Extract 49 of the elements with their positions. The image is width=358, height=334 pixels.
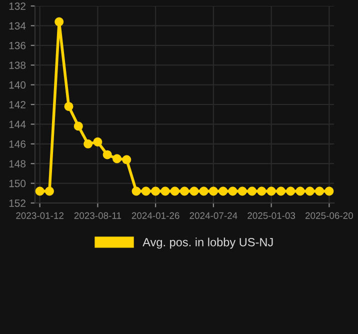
point <box>112 154 122 164</box>
y-tick-label: 140 <box>9 81 26 89</box>
point <box>199 186 208 196</box>
point <box>257 186 266 196</box>
y-tick-label: 142 <box>9 101 26 108</box>
x-tick-label: 2024-01-26 <box>132 212 180 219</box>
y-tick-label: 138 <box>9 62 26 69</box>
point <box>122 155 132 164</box>
point <box>160 186 170 196</box>
point <box>132 186 141 196</box>
point <box>208 186 218 196</box>
x-tick-label: 2025-01-03 <box>248 212 296 219</box>
point <box>324 186 334 196</box>
y-tick-label: 148 <box>9 160 26 168</box>
point <box>84 139 93 148</box>
point <box>305 186 314 196</box>
point <box>286 186 296 196</box>
point <box>315 186 324 196</box>
y-tick-label: 136 <box>9 42 26 50</box>
y-tick-label: 150 <box>9 180 26 188</box>
point <box>276 186 286 196</box>
x-tick-label: 2023-01-12 <box>16 212 64 219</box>
point <box>180 186 190 196</box>
y-tick-label: 134 <box>9 22 26 30</box>
point <box>170 186 180 196</box>
point <box>296 186 305 196</box>
point <box>151 186 160 196</box>
point <box>190 186 199 196</box>
point <box>238 186 247 196</box>
point <box>248 186 257 196</box>
point <box>266 186 276 196</box>
point <box>74 122 83 131</box>
y-tick-label: 132 <box>9 2 26 10</box>
legend-label: Avg. pos. in lobby US-NJ <box>142 238 273 249</box>
point <box>218 186 228 196</box>
point <box>54 17 64 26</box>
x-tick-label: 2025-06-20 <box>306 212 353 219</box>
point <box>93 137 102 146</box>
point <box>102 150 112 160</box>
x-tick-label: 2023-08-11 <box>74 212 122 219</box>
y-tick-label: 144 <box>9 120 26 128</box>
x-tick-label: 2024-07-24 <box>190 212 238 219</box>
point <box>64 102 74 111</box>
point <box>228 186 238 196</box>
point <box>35 186 44 196</box>
point <box>44 186 54 196</box>
y-tick-label: 152 <box>9 200 26 207</box>
point <box>141 186 150 196</box>
y-tick-label: 146 <box>9 140 26 148</box>
